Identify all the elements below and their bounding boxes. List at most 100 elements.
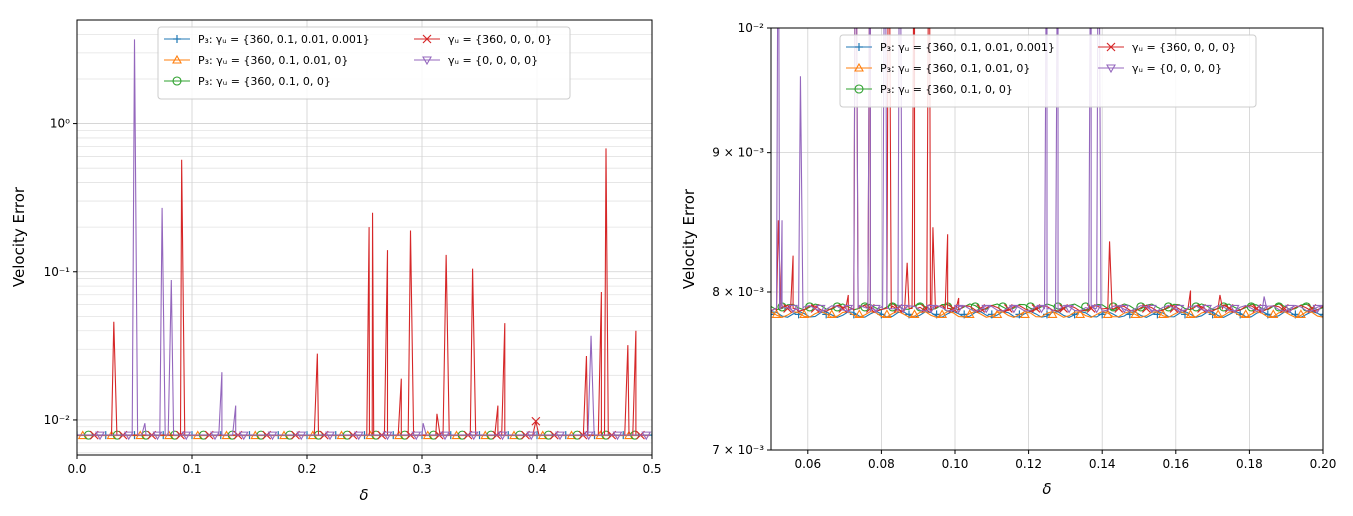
series-marker: [1295, 309, 1306, 318]
x-axis-label: δ: [359, 486, 368, 504]
series-marker: [181, 431, 192, 441]
series-line: [771, 28, 1323, 313]
y-tick-label: 7 × 10⁻³: [712, 443, 764, 457]
series-marker: [612, 431, 623, 441]
series-marker: [826, 309, 837, 318]
series-marker: [238, 431, 249, 441]
series-marker: [531, 416, 541, 426]
series-marker: [1202, 304, 1213, 314]
series-marker: [296, 431, 307, 441]
series-marker: [1257, 304, 1268, 314]
plot-area: [77, 39, 652, 441]
series-marker: [526, 431, 537, 441]
series-marker: [123, 431, 134, 441]
legend-box: [157, 26, 571, 100]
series-marker: [583, 431, 594, 441]
legend-box: [839, 34, 1257, 108]
series-marker: [788, 304, 799, 314]
series-marker: [1229, 304, 1240, 314]
series-marker: [210, 431, 220, 441]
legend-marker: [173, 35, 181, 43]
legend-label: P₃: γᵤ = {360, 0.1, 0.01, 0}: [198, 54, 348, 67]
legend-label: P₃: γᵤ = {360, 0.1, 0, 0}: [198, 75, 331, 88]
series-marker: [799, 309, 810, 318]
chart-left: 0.0 0.1 0.2 0.3 0.4 0.5 10⁻² 10⁻¹ 10⁰ δ Velocity E…: [10, 19, 662, 504]
legend-label: P₃: γᵤ = {360, 0.1, 0.01, 0.001}: [880, 41, 1055, 54]
series-marker: [1036, 304, 1047, 314]
series-marker: [898, 304, 909, 314]
series-marker: [937, 309, 948, 318]
series-marker: [440, 431, 450, 441]
x-tick-label: 0.06: [794, 457, 821, 471]
x-axis-label: δ: [1042, 480, 1051, 498]
series-marker: [1240, 309, 1251, 318]
series-marker: [992, 309, 1003, 318]
series-marker: [1064, 304, 1075, 314]
series-marker: [382, 431, 393, 441]
legend: P₃: γᵤ = {360, 0.1, 0.01, 0.001} P₃: γᵤ =…: [157, 26, 571, 100]
series-marker: [267, 431, 278, 441]
legend-marker: [1106, 64, 1116, 74]
y-tick-label: 10⁻²: [44, 413, 71, 427]
x-tick-label: 0.4: [527, 462, 546, 476]
legend-label: γᵤ = {360, 0, 0, 0}: [448, 33, 552, 46]
legend-marker: [854, 84, 864, 94]
x-tick-label: 0.0: [67, 462, 86, 476]
series-marker: [881, 309, 892, 318]
legend-label: P₃: γᵤ = {360, 0.1, 0, 0}: [880, 83, 1013, 96]
x-tick-label: 0.10: [942, 457, 969, 471]
axes-frame: [770, 27, 1324, 451]
legend-label: P₃: γᵤ = {360, 0.1, 0.01, 0.001}: [198, 33, 370, 46]
series-marker: [771, 309, 782, 318]
series-marker: [909, 309, 920, 318]
series-marker: [854, 309, 865, 318]
x-tick-label: 0.2: [297, 462, 316, 476]
series-marker: [1319, 310, 1323, 319]
x-tick-label: 0.14: [1089, 457, 1116, 471]
legend-marker: [1106, 42, 1116, 52]
y-tick-label: 10⁻²: [738, 21, 765, 35]
series-marker: [1119, 304, 1130, 314]
x-tick-label: 0.12: [1015, 457, 1042, 471]
series-marker: [1019, 309, 1030, 318]
legend-marker: [855, 43, 863, 51]
legend-marker: [422, 56, 432, 66]
series-marker: [1213, 309, 1224, 318]
series-marker: [1146, 304, 1157, 314]
legend-label: γᵤ = {360, 0, 0, 0}: [1132, 41, 1236, 54]
series-marker: [1130, 309, 1141, 318]
x-tick-label: 0.18: [1236, 457, 1263, 471]
series-marker: [641, 431, 652, 441]
series-marker: [981, 304, 992, 314]
series-marker: [152, 431, 163, 441]
series-marker: [1091, 304, 1102, 314]
series-marker: [468, 431, 479, 441]
x-tick-label: 0.1: [182, 462, 201, 476]
series-marker: [555, 431, 565, 441]
series-marker: [1174, 304, 1185, 314]
series-marker: [353, 431, 364, 441]
series-marker: [1047, 309, 1058, 318]
legend-label: γᵤ = {0, 0, 0, 0}: [448, 54, 538, 67]
series-marker: [1075, 309, 1086, 318]
y-axis-label: Velocity Error: [680, 188, 698, 289]
series-marker: [843, 304, 854, 314]
series-marker: [815, 304, 826, 314]
x-tick-label: 0.16: [1162, 457, 1189, 471]
y-tick-label: 10⁻¹: [44, 265, 71, 279]
series-marker: [325, 431, 335, 441]
y-tick-label: 9 × 10⁻³: [712, 146, 764, 160]
series-marker: [926, 304, 937, 314]
series-marker: [953, 304, 964, 314]
series-marker: [497, 431, 508, 441]
legend-marker: [422, 34, 432, 44]
series-marker: [411, 431, 422, 441]
x-tick-label: 0.5: [642, 462, 661, 476]
x-tick-label: 0.20: [1310, 457, 1337, 471]
series-marker: [1284, 304, 1295, 314]
plot-area: [771, 28, 1323, 319]
legend-marker: [172, 54, 182, 64]
legend: P₃: γᵤ = {360, 0.1, 0.01, 0.001} P₃: γᵤ =…: [839, 34, 1257, 108]
y-axis-label: Velocity Error: [10, 186, 28, 287]
